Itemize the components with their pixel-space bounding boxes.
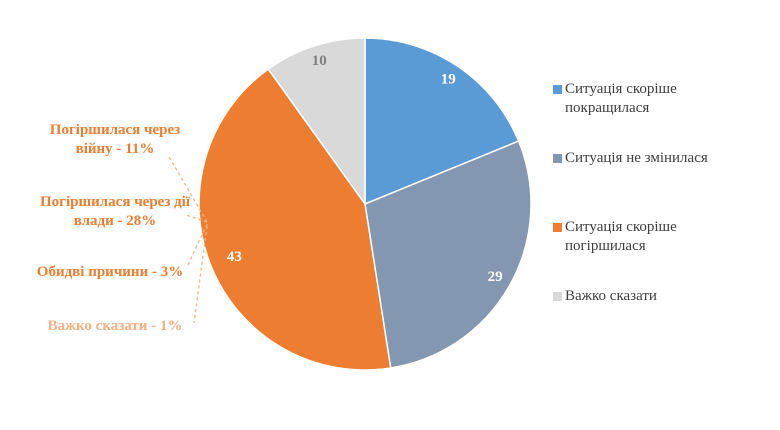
data-label: 10 [312,53,327,69]
legend-label: Важко сказати [565,288,657,304]
arrow [167,154,208,223]
legend-item: Ситуація скоріше погіршилася [553,218,733,256]
pie-slice [364,37,520,206]
legend-label: Ситуація скоріше покращилася [565,81,677,116]
annotation: Погіршилася через дії влади - 28% [39,194,191,229]
data-label: 29 [488,269,503,285]
annotation: Погіршилася через війну - 11% [49,122,181,157]
data-label: 19 [441,71,456,87]
pie-slice [267,37,366,207]
legend-label: Ситуація скоріше погіршилася [565,219,677,254]
annotation: Важко сказати - 1% [47,318,183,334]
legend-swatch [553,292,562,301]
legend-item: Важко сказати [553,287,733,306]
legend-swatch [553,223,562,232]
arrow [187,223,208,266]
annotation-arrows [167,154,208,324]
legend-swatch [553,85,562,94]
annotation: Обидві причини - 3% [36,264,184,280]
arrow [193,225,208,324]
data-label: 43 [227,249,242,265]
legend-label: Ситуація не змінилася [565,150,708,166]
pie-slice [364,140,532,369]
pie-slice [198,68,392,371]
legend-swatch [553,154,562,163]
arrow [185,214,208,223]
legend-item: Ситуація скоріше покращилася [553,80,733,118]
legend-item: Ситуація не змінилася [553,149,733,168]
